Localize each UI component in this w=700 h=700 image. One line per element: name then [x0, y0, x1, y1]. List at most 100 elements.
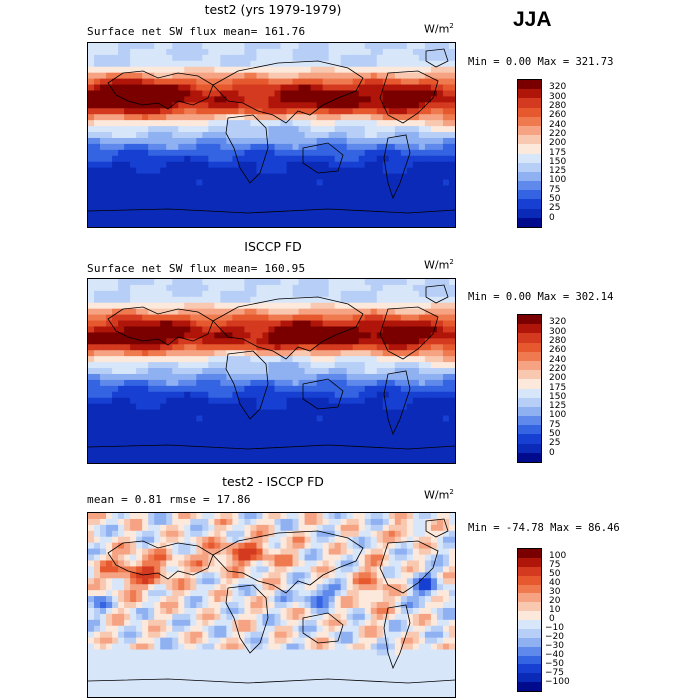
colorbar-swatch [518, 434, 541, 445]
panel1-colorbar [517, 79, 542, 228]
colorbar-tick-label: 10 [549, 605, 561, 615]
colorbar-tick-label: 150 [549, 391, 567, 402]
colorbar-swatch [518, 153, 541, 164]
colorbar-swatch [518, 125, 541, 136]
colorbar-tick-label: 25 [549, 203, 561, 214]
colorbar-swatch [518, 637, 541, 648]
colorbar-tick-label: 50 [549, 569, 561, 579]
panel3-minmax: Min = -74.78 Max = 86.46 [468, 522, 620, 534]
panel1-heatmap [88, 43, 455, 227]
colorbar-tick-label: 125 [549, 166, 567, 177]
colorbar-swatch [518, 593, 541, 603]
panel1-minmax: Min = 0.00 Max = 321.73 [468, 56, 614, 68]
panel2-minmax: Min = 0.00 Max = 302.14 [468, 291, 614, 303]
colorbar-swatch [518, 89, 541, 99]
panel3-stat-line: mean = 0.81 rmse = 17.86 [87, 493, 251, 506]
colorbar-tick-label: −50 [545, 659, 564, 669]
colorbar-tick-label: 320 [549, 82, 567, 93]
colorbar-swatch [518, 199, 541, 210]
panel2-title: ISCCP FD [244, 239, 302, 254]
colorbar-tick-label: 100 [549, 410, 567, 421]
colorbar-tick-label: 30 [549, 587, 561, 597]
colorbar-swatch [518, 575, 541, 585]
colorbar-tick-label: 260 [549, 345, 567, 356]
colorbar-swatch [518, 397, 541, 408]
colorbar-swatch [518, 144, 541, 154]
colorbar-tick-label: −100 [545, 677, 570, 687]
colorbar-tick-label: 0 [549, 212, 555, 223]
colorbar-tick-label: 240 [549, 354, 567, 365]
panel3-heatmap [88, 513, 455, 697]
colorbar-swatch [518, 98, 541, 108]
panel1-title: test2 (yrs 1979-1979) [204, 2, 342, 17]
colorbar-tick-label: 220 [549, 128, 567, 139]
colorbar-swatch [518, 549, 541, 559]
colorbar-swatch [518, 162, 541, 173]
colorbar-tick-label: 75 [549, 419, 561, 430]
colorbar-swatch [518, 107, 541, 118]
colorbar-tick-label: 0 [549, 614, 555, 624]
panel3-map [87, 512, 456, 698]
colorbar-swatch [518, 324, 541, 334]
colorbar-tick-label: −10 [545, 623, 564, 633]
colorbar-tick-label: 50 [549, 429, 561, 440]
colorbar-swatch [518, 655, 541, 665]
colorbar-swatch [518, 217, 541, 228]
colorbar-tick-label: 240 [549, 119, 567, 130]
colorbar-swatch [518, 611, 541, 621]
colorbar-tick-label: 75 [549, 560, 561, 570]
colorbar-swatch [518, 452, 541, 463]
panel2-colorbar [517, 314, 542, 463]
colorbar-tick-label: −75 [545, 668, 564, 678]
colorbar-tick-label: 280 [549, 335, 567, 346]
colorbar-swatch [518, 664, 541, 674]
colorbar-tick-label: 260 [549, 110, 567, 121]
panel2-stat-line: Surface net SW flux mean= 160.95 [87, 262, 306, 275]
colorbar-swatch [518, 557, 541, 568]
colorbar-tick-label: 220 [549, 363, 567, 374]
colorbar-tick-label: −30 [545, 641, 564, 651]
colorbar-tick-label: 300 [549, 91, 567, 102]
colorbar-swatch [518, 628, 541, 639]
panel2-map [87, 278, 456, 464]
colorbar-tick-label: 25 [549, 438, 561, 449]
colorbar-tick-label: 0 [549, 447, 555, 458]
panel3-colorbar-ticks: 100 75 50 40 30 20 10 0 −10 −20 −30 −40 −50 −75 −100 [545, 548, 587, 692]
colorbar-tick-label: 300 [549, 326, 567, 337]
colorbar-tick-label: 50 [549, 194, 561, 205]
panel3-colorbar [517, 548, 542, 692]
colorbar-tick-label: 100 [549, 175, 567, 186]
panel1-stat-line: Surface net SW flux mean= 161.76 [87, 25, 306, 38]
colorbar-swatch [518, 620, 541, 630]
colorbar-swatch [518, 584, 541, 594]
colorbar-swatch [518, 208, 541, 219]
colorbar-tick-label: 200 [549, 138, 567, 149]
colorbar-swatch [518, 370, 541, 380]
colorbar-tick-label: −20 [545, 632, 564, 642]
colorbar-swatch [518, 379, 541, 389]
colorbar-swatch [518, 333, 541, 343]
panel1-units: W/m2 [424, 22, 454, 36]
colorbar-swatch [518, 646, 541, 656]
panel2-colorbar-ticks: 320 300 280 260 240 220 200 175 150 125 100 75 50 25 0 [547, 314, 587, 463]
colorbar-tick-label: 20 [549, 596, 561, 606]
colorbar-swatch [518, 602, 541, 612]
colorbar-swatch [518, 135, 541, 145]
colorbar-swatch [518, 673, 541, 683]
colorbar-tick-label: 280 [549, 100, 567, 111]
colorbar-swatch [518, 416, 541, 426]
colorbar-tick-label: 40 [549, 578, 561, 588]
colorbar-swatch [518, 425, 541, 435]
colorbar-swatch [518, 443, 541, 454]
colorbar-tick-label: −40 [545, 650, 564, 660]
colorbar-swatch [518, 342, 541, 353]
colorbar-tick-label: 200 [549, 373, 567, 384]
colorbar-swatch [518, 116, 541, 127]
panel2-heatmap [88, 279, 455, 463]
colorbar-swatch [518, 388, 541, 399]
colorbar-tick-label: 175 [549, 382, 567, 393]
colorbar-swatch [518, 682, 541, 692]
colorbar-swatch [518, 315, 541, 325]
colorbar-tick-label: 100 [549, 551, 567, 561]
panel2-units: W/m2 [424, 258, 454, 272]
